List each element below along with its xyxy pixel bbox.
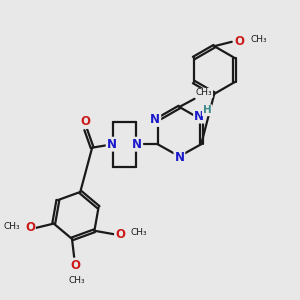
Text: N: N	[150, 113, 160, 126]
Text: O: O	[235, 35, 245, 48]
Text: CH₃: CH₃	[69, 276, 85, 285]
Text: O: O	[115, 228, 125, 241]
Text: O: O	[71, 259, 81, 272]
Text: N: N	[106, 138, 117, 151]
Text: N: N	[174, 152, 184, 164]
Text: N: N	[194, 110, 204, 123]
Text: O: O	[25, 221, 35, 234]
Text: CH₃: CH₃	[130, 228, 147, 237]
Text: H: H	[203, 105, 212, 115]
Text: CH₃: CH₃	[250, 35, 267, 44]
Text: N: N	[132, 138, 142, 151]
Text: O: O	[80, 115, 90, 128]
Text: CH₃: CH₃	[196, 88, 213, 98]
Text: CH₃: CH₃	[3, 222, 20, 231]
